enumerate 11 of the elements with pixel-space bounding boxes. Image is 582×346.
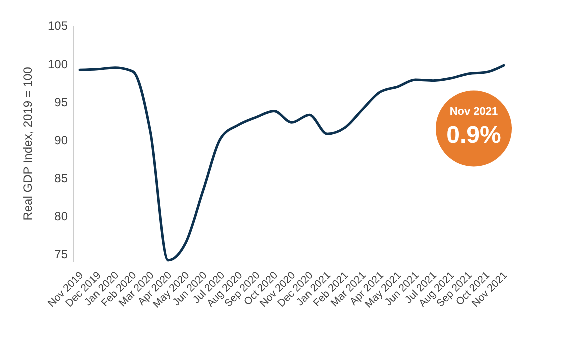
y-tick-label: 85	[54, 171, 68, 186]
y-tick-label: 100	[48, 57, 68, 72]
y-tick-label: 90	[54, 133, 68, 148]
y-tick-label: 75	[54, 248, 68, 262]
annotation: 0.9%	[446, 122, 502, 149]
line-series	[78, 64, 506, 262]
y-tick-label: 95	[54, 95, 68, 110]
y-tick-label: 105	[48, 19, 68, 34]
y-axis-title: Real GDP Index, 2019 = 100	[21, 66, 35, 221]
y-tick-label: 80	[54, 210, 68, 224]
annotation: Nov 2021	[450, 106, 498, 118]
